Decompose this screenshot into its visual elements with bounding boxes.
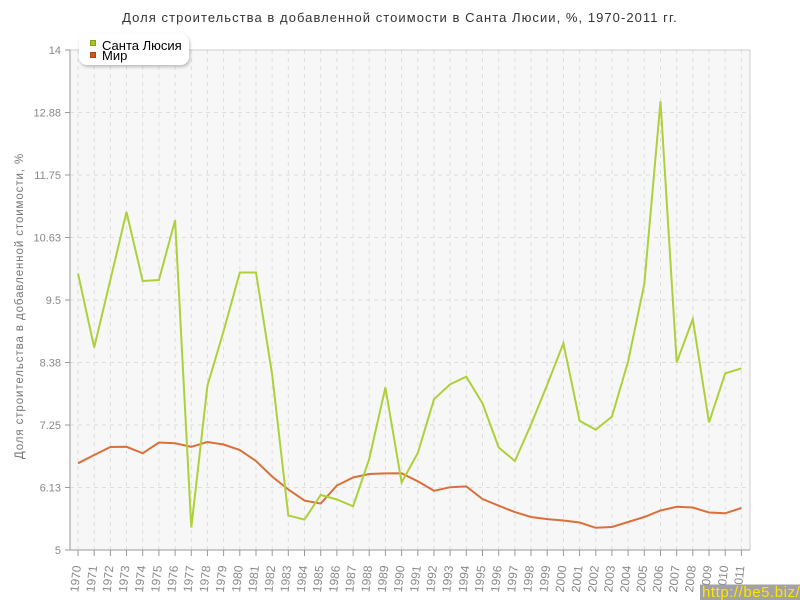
svg-text:8.38: 8.38 <box>40 358 61 370</box>
svg-text:2008: 2008 <box>682 565 699 593</box>
svg-text:5: 5 <box>55 545 61 557</box>
svg-text:1991: 1991 <box>407 565 424 593</box>
svg-text:1994: 1994 <box>456 565 473 593</box>
svg-text:1992: 1992 <box>423 565 440 593</box>
svg-text:1970: 1970 <box>67 565 84 593</box>
svg-text:1973: 1973 <box>116 565 133 593</box>
svg-text:Доля строительства в добавленн: Доля строительства в добавленной стоимос… <box>122 10 678 25</box>
svg-text:1976: 1976 <box>164 565 181 593</box>
svg-text:1981: 1981 <box>245 565 262 593</box>
svg-text:1971: 1971 <box>83 565 100 593</box>
svg-text:2007: 2007 <box>666 565 683 593</box>
svg-text:9.5: 9.5 <box>46 295 61 307</box>
svg-text:http://be5.biz/: http://be5.biz/ <box>702 584 800 600</box>
svg-text:1987: 1987 <box>342 565 359 593</box>
svg-text:1977: 1977 <box>181 565 198 593</box>
svg-text:2001: 2001 <box>569 565 586 593</box>
svg-text:1999: 1999 <box>536 565 553 593</box>
svg-text:14: 14 <box>49 45 61 57</box>
svg-text:10.63: 10.63 <box>33 233 61 245</box>
svg-text:1972: 1972 <box>100 565 117 593</box>
svg-text:11.75: 11.75 <box>34 170 61 182</box>
svg-text:1998: 1998 <box>520 565 537 593</box>
svg-text:12.88: 12.88 <box>33 108 61 120</box>
svg-text:1988: 1988 <box>358 565 375 593</box>
svg-text:6.13: 6.13 <box>40 483 61 495</box>
svg-text:2006: 2006 <box>650 565 667 593</box>
svg-text:1983: 1983 <box>278 565 295 593</box>
svg-text:1990: 1990 <box>391 565 408 593</box>
svg-text:1997: 1997 <box>504 565 521 593</box>
svg-text:7.25: 7.25 <box>40 420 61 432</box>
svg-text:1982: 1982 <box>261 565 278 593</box>
svg-text:1978: 1978 <box>197 565 214 593</box>
svg-text:1996: 1996 <box>488 565 505 593</box>
svg-text:2000: 2000 <box>553 565 570 593</box>
svg-text:Доля строительства в добавленн: Доля строительства в добавленной стоимос… <box>14 153 26 459</box>
svg-text:2003: 2003 <box>601 565 618 593</box>
svg-text:1979: 1979 <box>213 565 230 593</box>
svg-text:1989: 1989 <box>375 565 392 593</box>
svg-text:1986: 1986 <box>326 565 343 593</box>
svg-text:1974: 1974 <box>132 565 149 593</box>
svg-text:1980: 1980 <box>229 565 246 593</box>
svg-text:2004: 2004 <box>617 565 634 593</box>
svg-text:2002: 2002 <box>585 565 602 593</box>
svg-text:2005: 2005 <box>634 565 651 593</box>
svg-text:1995: 1995 <box>472 565 489 593</box>
svg-text:1975: 1975 <box>148 565 165 593</box>
svg-text:1985: 1985 <box>310 565 327 593</box>
svg-text:1993: 1993 <box>439 565 456 593</box>
svg-text:1984: 1984 <box>294 565 311 593</box>
